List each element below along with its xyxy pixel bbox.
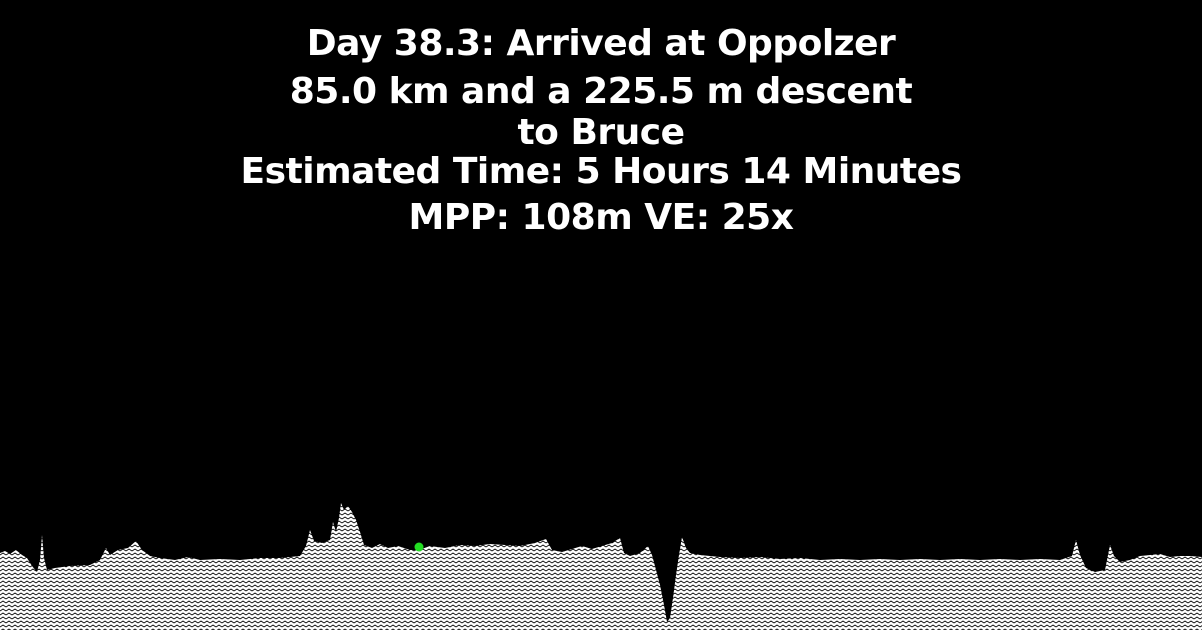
position-marker-icon (414, 542, 424, 552)
destination-text: to Bruce (517, 112, 685, 153)
estimated-time-text: Estimated Time: 5 Hours 14 Minutes (240, 151, 962, 192)
terrain-silhouette (0, 503, 1202, 630)
scale-info-text: MPP: 108m VE: 25x (408, 197, 794, 238)
route-info-header: Day 38.3: Arrived at Oppolzer 85.0 km an… (0, 22, 1202, 240)
day-status-title: Day 38.3: Arrived at Oppolzer (306, 23, 896, 64)
distance-descent-text: 85.0 km and a 225.5 m descent (289, 71, 913, 112)
